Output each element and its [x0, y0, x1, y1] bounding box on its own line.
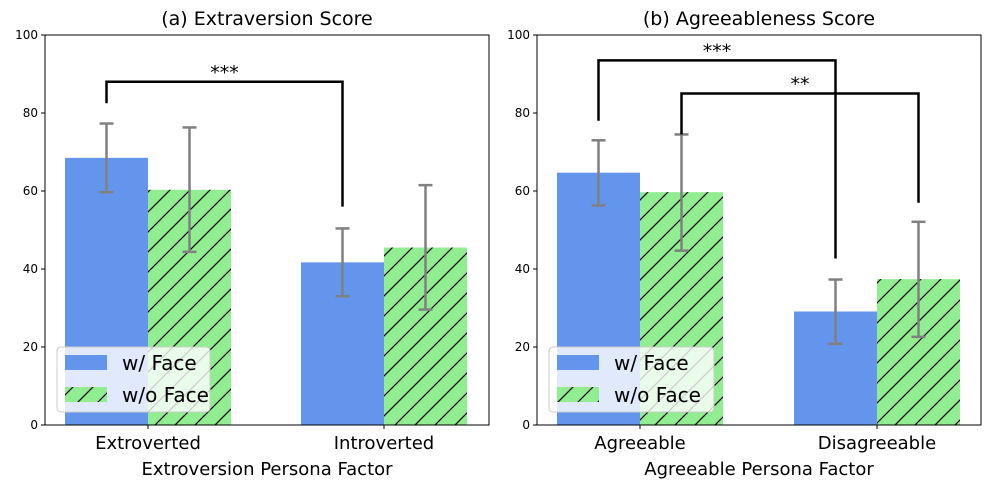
x-axis-title-a: Extroversion Persona Factor	[141, 459, 393, 480]
legend-label-w-face-b: w/ Face	[614, 351, 689, 375]
y-tick-label-a-60: 60	[23, 184, 38, 198]
significance-label: ***	[210, 62, 239, 84]
legend-label-wo-face-a: w/o Face	[122, 383, 209, 407]
significance-bracket-a-0: ***	[105, 62, 344, 207]
significance-label: **	[791, 74, 810, 96]
category-label-b-1: Disagreeable	[818, 433, 936, 454]
error-bar-a-w-face-0	[99, 122, 114, 194]
chart-panel-b: (b) Agreeableness Score *****02040608010…	[507, 8, 982, 480]
y-tick-label-b-20: 20	[515, 340, 530, 354]
y-tick-label-a-80: 80	[23, 106, 38, 120]
y-tick-label-b-80: 80	[515, 106, 530, 120]
error-bar-a-wo-face-0	[182, 126, 197, 254]
y-tick-label-a-20: 20	[23, 340, 38, 354]
axes-frame-a	[44, 34, 490, 426]
legend-swatch-w-face-b	[557, 355, 599, 370]
y-tick-label-a-40: 40	[23, 262, 38, 276]
legend-swatch-w-face-a	[65, 355, 107, 370]
legend-hatch-wo-face-a	[65, 387, 107, 402]
y-tick-label-a-100: 100	[15, 28, 38, 42]
chart-title-a: (a) Extraversion Score	[161, 8, 373, 30]
y-tick-label-b-40: 40	[515, 262, 530, 276]
legend-b: w/ Face w/o Face	[548, 346, 715, 413]
y-tick-label-b-0: 0	[522, 418, 530, 432]
bracket-line	[597, 59, 837, 259]
significance-label: ***	[703, 40, 732, 62]
plot-area-a: *** 0 20 40 60 80 100	[15, 28, 490, 432]
chart-title-b: (b) Agreeableness Score	[643, 8, 875, 30]
error-bar-b-w-face-1	[828, 278, 843, 346]
bracket-line	[680, 92, 920, 203]
significance-bracket-b-0: ***	[597, 40, 837, 259]
significance-bracket-b-1: **	[680, 74, 920, 203]
y-tick-label-b-100: 100	[507, 28, 530, 42]
error-bar-b-wo-face-1	[911, 220, 926, 339]
chart-panel-a: (a) Extraversion Score *** 0 20 40 60 80 100 E…	[15, 8, 490, 480]
axes-frame-b	[536, 34, 982, 426]
category-label-b-0: Agreeable	[594, 433, 685, 454]
category-label-a-0: Extroverted	[95, 433, 201, 454]
error-bar-a-w-face-1	[335, 227, 350, 298]
y-tick-label-b-60: 60	[515, 184, 530, 198]
category-label-a-1: Introverted	[334, 433, 434, 454]
error-bar-a-wo-face-1	[418, 183, 433, 311]
legend-label-wo-face-b: w/o Face	[614, 383, 701, 407]
legend-label-w-face-a: w/ Face	[122, 351, 197, 375]
y-tick-label-a-0: 0	[30, 418, 38, 432]
legend-a: w/ Face w/o Face	[56, 346, 211, 413]
legend-hatch-wo-face-b	[557, 387, 599, 402]
bracket-line	[105, 80, 344, 207]
x-axis-title-b: Agreeable Persona Factor	[644, 459, 874, 480]
error-bar-b-w-face-0	[591, 139, 606, 207]
